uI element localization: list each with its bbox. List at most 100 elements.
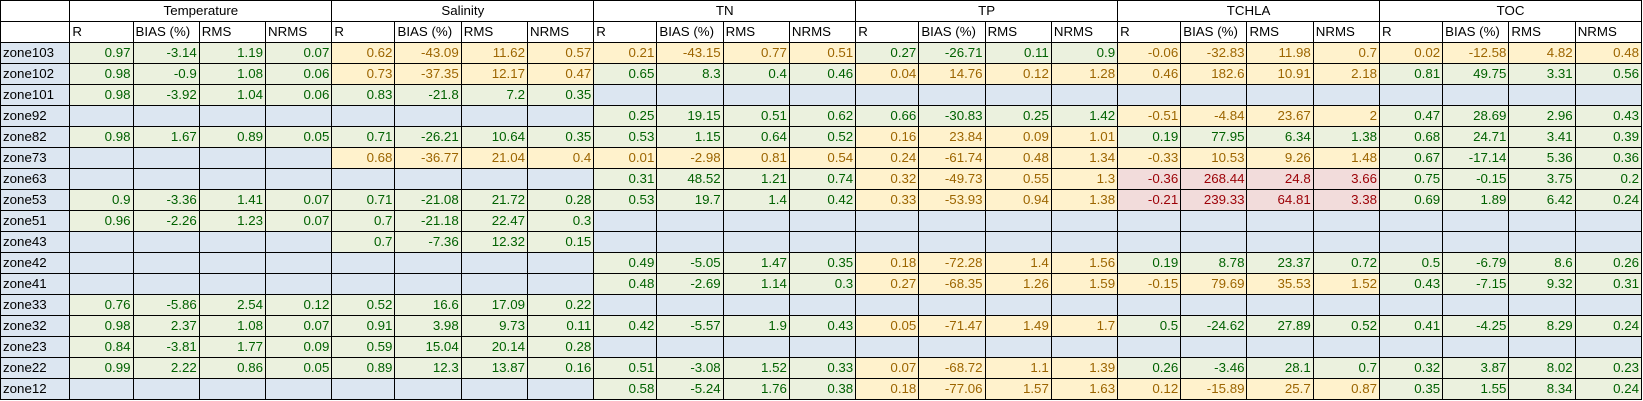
value-cell — [265, 273, 333, 295]
value-cell — [394, 168, 462, 190]
value-cell — [1246, 84, 1314, 106]
value-cell: 0.7 — [1312, 357, 1381, 379]
value-cell — [1050, 231, 1119, 253]
value-cell: 79.69 — [1180, 273, 1248, 295]
value-cell: 9.73 — [460, 315, 528, 337]
value-cell: 1.14 — [722, 273, 790, 295]
value-cell — [460, 252, 528, 274]
value-cell: 1.04 — [198, 84, 267, 106]
value-cell: 23.37 — [1246, 252, 1314, 274]
value-cell: 0.05 — [855, 315, 920, 337]
value-cell — [132, 168, 200, 190]
value-cell: -6.79 — [1442, 252, 1510, 274]
value-cell: 0.49 — [593, 252, 658, 274]
value-cell: 0.33 — [788, 357, 857, 379]
value-cell — [722, 336, 790, 358]
value-cell: 0.43 — [1574, 105, 1643, 127]
value-cell: -26.21 — [394, 126, 462, 148]
value-cell — [722, 231, 790, 253]
value-cell — [1574, 231, 1643, 253]
value-cell: 0.48 — [1574, 42, 1643, 64]
value-cell: 0.07 — [265, 210, 333, 232]
value-cell: 0.19 — [1117, 252, 1182, 274]
metric-header-nrms: NRMS — [788, 21, 857, 43]
value-cell: -26.71 — [918, 42, 986, 64]
value-cell: 0.86 — [198, 357, 267, 379]
table-row: zone23 0.84 -3.81 1.77 0.09 0.59 15.04 20.14 0.2… — [0, 336, 1643, 358]
value-cell: 0.99 — [69, 357, 134, 379]
value-cell: 0.74 — [788, 168, 857, 190]
value-cell: 0.59 — [331, 336, 396, 358]
value-cell — [1442, 294, 1510, 316]
value-cell — [1312, 210, 1381, 232]
value-cell: -0.51 — [1117, 105, 1182, 127]
table-row: zone82 0.98 1.67 0.89 0.05 0.71 -26.21 10.64 0.3… — [0, 126, 1643, 148]
value-cell: 11.98 — [1246, 42, 1314, 64]
value-cell — [69, 378, 134, 400]
value-cell — [722, 210, 790, 232]
value-cell: 0.18 — [855, 252, 920, 274]
value-cell: 0.73 — [331, 63, 396, 85]
value-cell: 1.23 — [198, 210, 267, 232]
value-cell: 6.42 — [1508, 189, 1576, 211]
value-cell: 1.57 — [984, 378, 1052, 400]
value-cell: 1.63 — [1050, 378, 1119, 400]
value-cell — [265, 147, 333, 169]
value-cell: -17.14 — [1442, 147, 1510, 169]
zone-label: zone12 — [0, 378, 71, 400]
value-cell: -36.77 — [394, 147, 462, 169]
value-cell — [460, 168, 528, 190]
value-cell: 1.4 — [722, 189, 790, 211]
table-row: zone73 0.68 -36.77 21.04 0.4 0.01 -2.98 0.81 0.5… — [0, 147, 1643, 169]
zone-label: zone42 — [0, 252, 71, 274]
value-cell: 0.7 — [1312, 42, 1381, 64]
value-cell: 0.48 — [984, 147, 1052, 169]
value-cell — [1050, 210, 1119, 232]
table-row: zone53 0.9 -3.36 1.41 0.07 0.71 -21.08 21.72 0.2… — [0, 189, 1643, 211]
value-cell — [331, 378, 396, 400]
value-cell: 3.75 — [1508, 168, 1576, 190]
value-cell — [526, 105, 595, 127]
value-cell: 0.27 — [855, 42, 920, 64]
value-cell — [788, 210, 857, 232]
value-cell: 0.55 — [984, 168, 1052, 190]
value-cell: -7.36 — [394, 231, 462, 253]
table-row: zone102 0.98 -0.9 1.08 0.06 0.73 -37.35 12.17 0.… — [0, 63, 1643, 85]
value-cell: -21.08 — [394, 189, 462, 211]
value-cell: -12.58 — [1442, 42, 1510, 64]
value-cell: 0.76 — [69, 294, 134, 316]
value-cell: 0.43 — [1379, 273, 1444, 295]
value-cell: 0.05 — [265, 126, 333, 148]
value-cell: -37.35 — [394, 63, 462, 85]
value-cell: 0.98 — [69, 84, 134, 106]
value-cell: 0.15 — [526, 231, 595, 253]
value-cell: -49.73 — [918, 168, 986, 190]
value-cell — [918, 231, 986, 253]
table-row: zone33 0.76 -5.86 2.54 0.12 0.52 16.6 17.09 0.22 — [0, 294, 1643, 316]
value-cell: -71.47 — [918, 315, 986, 337]
value-cell — [1508, 84, 1576, 106]
value-cell: 0.56 — [1574, 63, 1643, 85]
value-cell — [69, 147, 134, 169]
value-cell — [788, 336, 857, 358]
zone-label: zone33 — [0, 294, 71, 316]
value-cell: 0.57 — [526, 42, 595, 64]
value-cell: 64.81 — [1246, 189, 1314, 211]
table-body: zone103 0.97 -3.14 1.19 0.07 0.62 -43.09 11.62 0… — [0, 42, 1643, 400]
value-cell: 12.3 — [394, 357, 462, 379]
value-cell: 0.19 — [1117, 126, 1182, 148]
value-cell: -77.06 — [918, 378, 986, 400]
value-cell — [788, 231, 857, 253]
value-cell — [1117, 294, 1182, 316]
value-cell — [722, 294, 790, 316]
value-cell — [593, 336, 658, 358]
value-cell: -2.69 — [656, 273, 724, 295]
value-cell: 6.34 — [1246, 126, 1314, 148]
value-cell: 0.77 — [722, 42, 790, 64]
value-cell: -0.06 — [1117, 42, 1182, 64]
value-cell: 1.89 — [1442, 189, 1510, 211]
value-cell — [984, 84, 1052, 106]
value-cell: 0.71 — [331, 189, 396, 211]
value-cell — [394, 105, 462, 127]
value-cell: 0.84 — [69, 336, 134, 358]
